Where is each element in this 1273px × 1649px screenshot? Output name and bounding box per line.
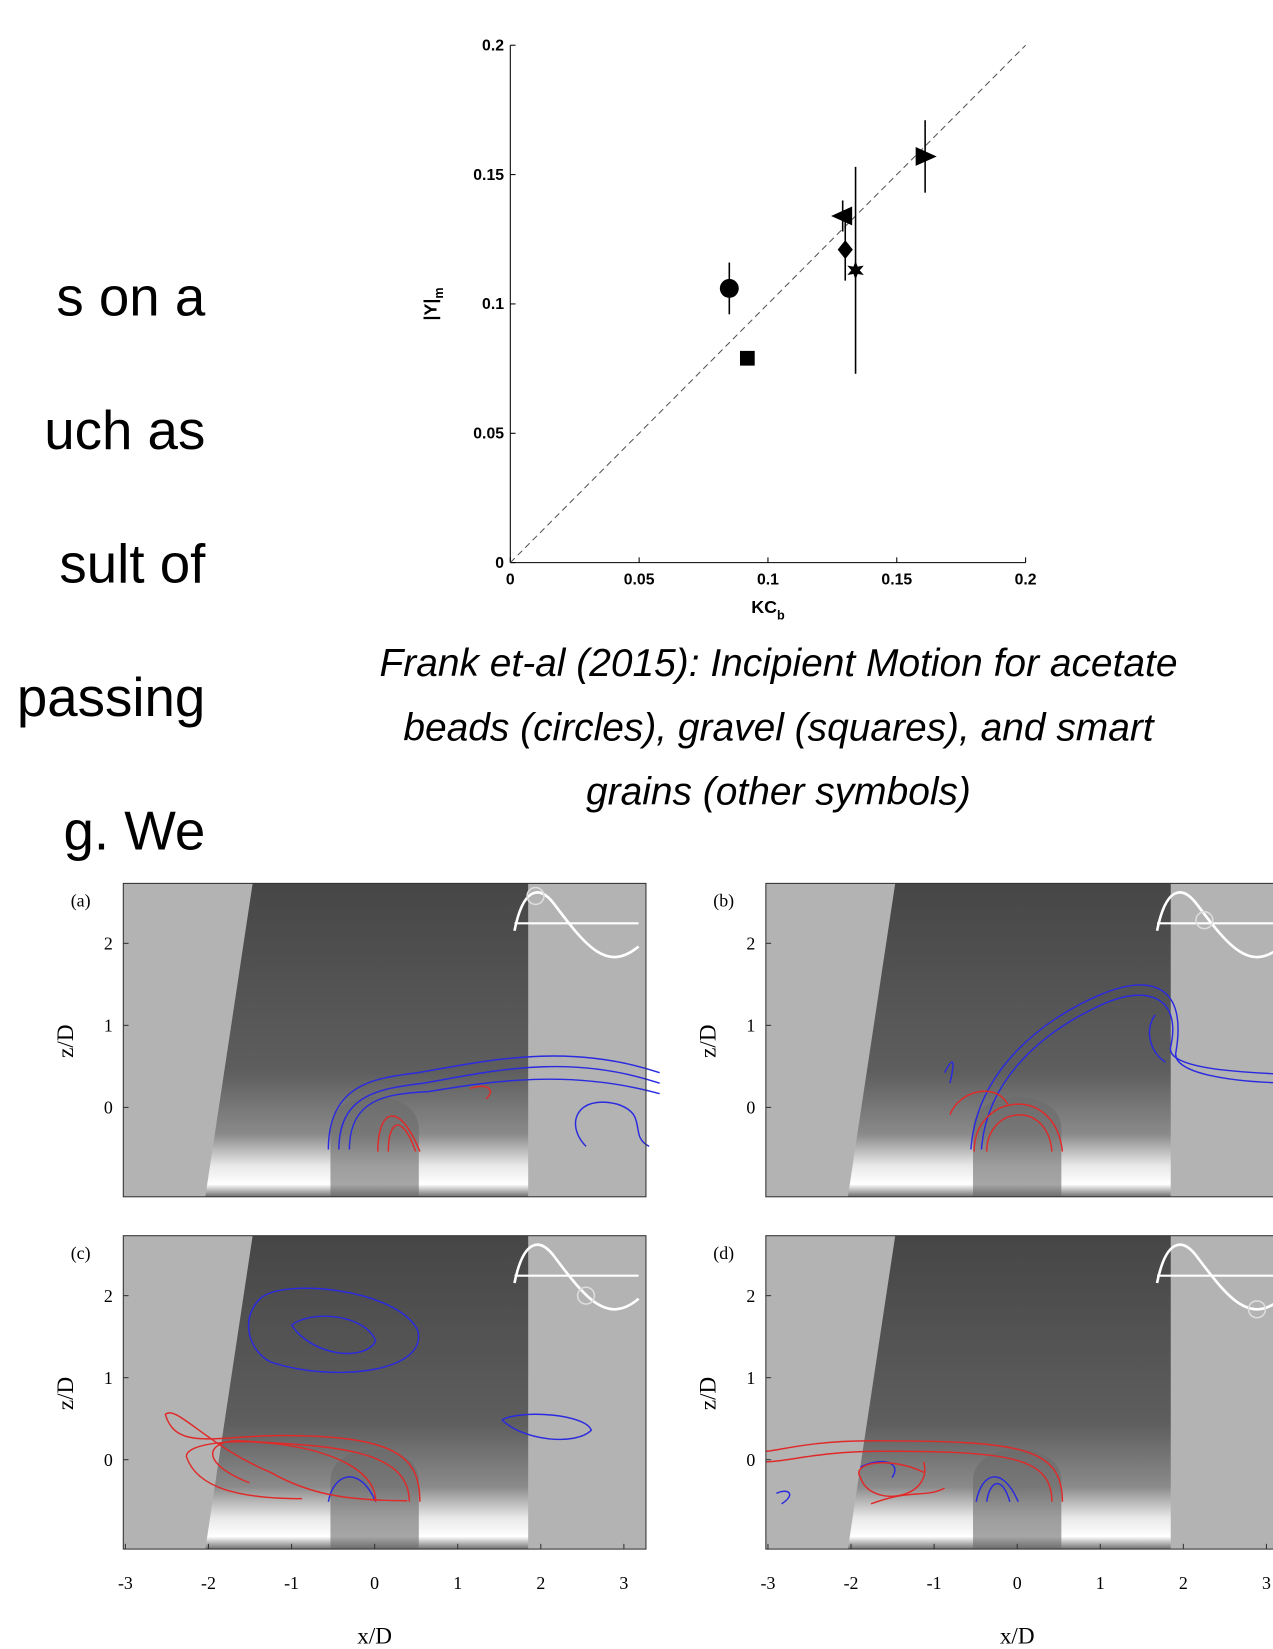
point [831,207,852,226]
panel-label: (c) [71,1243,91,1264]
z-tick-label: 2 [746,934,755,954]
point [916,147,937,166]
caption-line: grains (other symbols) [586,771,971,814]
x-tick-label: 3 [1262,1573,1271,1593]
caption-line: beads (circles), gravel (squares), and s… [403,706,1155,749]
point [740,351,755,366]
x-tick-label: -1 [927,1573,942,1593]
body-text-line: g. We [64,800,206,862]
y-tick-label: 0.2 [482,37,504,54]
x-tick-label: -3 [118,1573,133,1593]
body-text-line: sult of [59,533,206,595]
x-axis-label-main: KC [751,597,777,617]
y-axis-label: |Υ|m [421,287,446,320]
body-text-line: passing [17,666,205,728]
x-tick-label: -2 [844,1573,859,1593]
z-tick-label: 1 [104,1368,113,1388]
x-tick-label: 1 [453,1573,462,1593]
z-tick-label: 0 [746,1098,755,1118]
body-text-line: s on a [56,265,206,327]
scatter-chart: 0 0.05 0.1 0.15 0.2 0 0.05 0.1 0.15 0.2 KCb |Υ|m [421,37,1037,622]
body-text-line: uch as [44,399,205,461]
z-tick-label: 1 [104,1016,113,1036]
x-tick-label: 0 [370,1573,379,1593]
caption: Frank et-al (2015): Incipient Motion for… [379,642,1177,813]
z-tick-label: 0 [104,1450,113,1470]
y-axis-label-main: |Υ| [421,299,441,321]
z-tick-label: 0 [104,1098,113,1118]
x-axis-label: KCb [751,597,785,622]
x-tick-label: 0.1 [757,572,779,589]
panel: (d) 2 1 0 z/D -3 -2 -1 0 1 2 3 x/D [695,1236,1273,1649]
x-tick-label: 0 [1013,1573,1022,1593]
z-axis-label: z/D [695,1377,721,1410]
x-tick-label: 2 [1179,1573,1188,1593]
z-axis-label: z/D [695,1024,721,1057]
panel-label: (a) [71,891,91,912]
point [838,240,853,259]
x-tick-label: 0.05 [624,572,655,589]
panel: (b) 2 1 0 z/D [695,883,1273,1196]
x-tick-label: -1 [284,1573,299,1593]
identity-line [510,45,1025,562]
z-tick-label: 2 [104,934,113,954]
z-tick-label: 2 [746,1286,755,1306]
x-axis-label-sub: b [777,608,785,622]
caption-line: Frank et-al (2015): Incipient Motion for… [379,642,1177,685]
x-tick-label: -2 [201,1573,216,1593]
point [720,279,739,298]
cylinder [330,1097,418,1197]
z-tick-label: 0 [746,1450,755,1470]
y-tick-label: 0.1 [482,296,504,313]
figure-panels: (a) 2 1 0 z/D (b) 2 1 0 z/D (c) 2 1 0 z/D -3 -2 -1 0 1 2 3 x/D… [53,883,1273,1649]
x-tick-label: 0.2 [1015,572,1037,589]
slide: s on a uch as sult of passing g. We 0 0.05 0.1… [0,0,1273,1649]
x-tick-label: 3 [619,1573,628,1593]
z-axis-label: z/D [53,1024,79,1057]
panel: (a) 2 1 0 z/D [53,883,660,1196]
panel-label: (d) [713,1243,734,1264]
point [847,261,863,280]
z-tick-label: 1 [746,1016,755,1036]
x-tick-label: 1 [1096,1573,1105,1593]
z-tick-label: 2 [104,1286,113,1306]
x-axis-label: x/D [1000,1624,1035,1649]
x-tick-label: 0 [506,572,515,589]
panel-label: (b) [713,891,734,912]
y-tick-label: 0.05 [473,426,504,443]
panel: (c) 2 1 0 z/D -3 -2 -1 0 1 2 3 x/D [53,1236,646,1649]
y-tick-label: 0.15 [473,167,504,184]
y-axis-label-sub: m [432,287,446,298]
x-tick-label: 0.15 [881,572,912,589]
x-axis-label: x/D [357,1624,392,1649]
z-axis-label: z/D [53,1377,79,1410]
y-tick-label: 0 [495,555,504,572]
x-tick-label: 2 [536,1573,545,1593]
x-tick-label: -3 [761,1573,776,1593]
page: {"body_text": ["s on a", "uch as", "sult… [0,0,1273,1649]
body-text-block: s on a uch as sult of passing g. We [17,265,206,861]
z-tick-label: 1 [746,1368,755,1388]
